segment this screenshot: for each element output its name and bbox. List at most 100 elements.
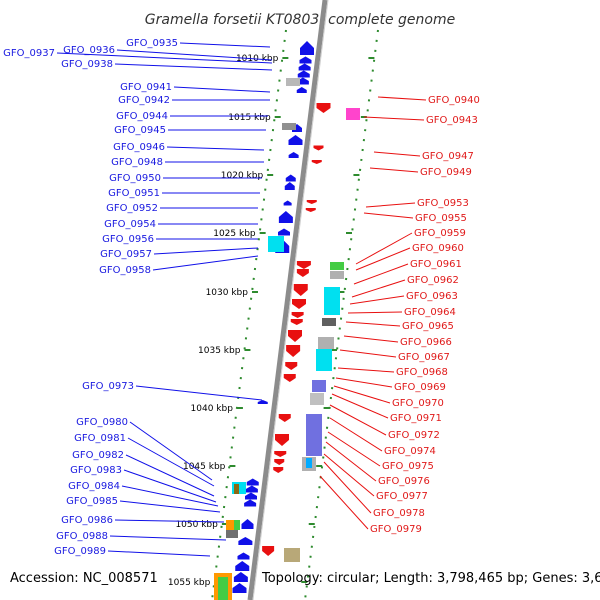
genome-backbone-highlight: [252, 0, 329, 600]
gene-label-right[interactable]: GFO_0963: [406, 291, 458, 302]
label-connector: [343, 335, 399, 343]
gene-feature-box: [286, 78, 300, 86]
gene-label-left[interactable]: GFO_0954: [104, 219, 156, 230]
gene-label-right[interactable]: GFO_0960: [412, 243, 464, 254]
gene-features: [214, 41, 360, 600]
topology-text: Topology: circular; Length: 3,798,465 bp…: [262, 571, 600, 586]
gene-label-right[interactable]: GFO_0959: [414, 228, 466, 239]
label-connector: [114, 63, 273, 71]
gene-label-left[interactable]: GFO_0984: [68, 481, 120, 492]
gene-label-left[interactable]: GFO_0989: [54, 546, 106, 557]
gene-label-left[interactable]: GFO_0946: [113, 142, 165, 153]
gene-label-right[interactable]: GFO_0966: [400, 337, 452, 348]
reverse-gene-arrow: [311, 160, 322, 164]
gene-label-left[interactable]: GFO_0981: [74, 433, 126, 444]
gene-label-left[interactable]: GFO_0957: [100, 249, 152, 260]
gene-label-left[interactable]: GFO_0958: [99, 265, 151, 276]
gene-label-right[interactable]: GFO_0961: [410, 259, 462, 270]
gene-label-right[interactable]: GFO_0967: [398, 352, 450, 363]
gene-label-left[interactable]: GFO_0944: [116, 111, 168, 122]
reverse-gene-arrow: [283, 374, 296, 382]
gene-feature-box: [310, 393, 324, 405]
gene-label-left[interactable]: GFO_0938: [61, 59, 113, 70]
gene-label-left[interactable]: GFO_0986: [61, 515, 113, 526]
label-connector: [153, 247, 259, 255]
label-connector: [116, 49, 273, 61]
gene-label-right[interactable]: GFO_0940: [428, 95, 480, 106]
forward-gene-arrow: [278, 211, 293, 223]
gene-label-left[interactable]: GFO_0988: [56, 531, 108, 542]
reverse-gene-arrow: [316, 103, 331, 113]
gene-feature-box: [226, 530, 238, 538]
gene-label-right[interactable]: GFO_0943: [426, 115, 478, 126]
gene-feature-box: [284, 548, 300, 562]
gene-label-left[interactable]: GFO_0948: [111, 157, 163, 168]
label-connector: [331, 393, 389, 419]
gene-label-left[interactable]: GFO_0982: [72, 450, 124, 461]
reverse-gene-arrow: [291, 312, 304, 318]
gene-label-right[interactable]: GFO_0971: [390, 413, 442, 424]
gene-label-right[interactable]: GFO_0975: [382, 461, 434, 472]
label-connector: [335, 377, 393, 388]
gene-feature-box: [322, 318, 336, 326]
forward-gene-arrow: [238, 537, 253, 545]
gene-label-right[interactable]: GFO_0955: [415, 213, 467, 224]
label-connector: [363, 116, 425, 121]
gene-label-left[interactable]: GFO_0937: [3, 48, 55, 59]
gene-label-right[interactable]: GFO_0969: [394, 382, 446, 393]
label-connector: [56, 52, 273, 64]
gene-label-left[interactable]: GFO_0936: [63, 45, 115, 56]
gene-label-right[interactable]: GFO_0964: [404, 307, 456, 318]
label-connector: [107, 550, 211, 557]
reverse-gene-arrow: [274, 459, 285, 465]
gene-label-left[interactable]: GFO_0973: [82, 381, 134, 392]
gene-label-left[interactable]: GFO_0945: [114, 125, 166, 136]
gene-label-left[interactable]: GFO_0956: [102, 234, 154, 245]
label-connector: [333, 385, 391, 404]
gene-label-right[interactable]: GFO_0968: [396, 367, 448, 378]
gene-feature-box: [234, 484, 239, 494]
label-connector: [129, 421, 213, 481]
gene-label-left[interactable]: GFO_0985: [66, 496, 118, 507]
gene-label-right[interactable]: GFO_0965: [402, 321, 454, 332]
label-connector: [355, 232, 413, 265]
gene-label-left[interactable]: GFO_0942: [118, 95, 170, 106]
gene-feature-box: [346, 108, 360, 120]
gene-label-left[interactable]: GFO_0952: [106, 203, 158, 214]
gene-feature-box: [330, 262, 344, 270]
label-connector: [373, 151, 421, 157]
gene-label-left[interactable]: GFO_0941: [120, 82, 172, 93]
gene-label-left[interactable]: GFO_0951: [108, 188, 160, 199]
label-connector: [349, 295, 405, 305]
label-connector: [329, 404, 387, 436]
gene-label-right[interactable]: GFO_0962: [407, 275, 459, 286]
reverse-gene-arrow: [288, 330, 302, 342]
forward-gene-arrow: [241, 519, 254, 529]
label-connector: [353, 263, 409, 285]
gene-label-right[interactable]: GFO_0972: [388, 430, 440, 441]
forward-gene-arrow: [233, 572, 248, 582]
gene-label-left[interactable]: GFO_0980: [76, 417, 128, 428]
label-connector: [363, 212, 414, 219]
genome-backbone: [247, 0, 328, 600]
forward-gene-arrow: [283, 200, 292, 206]
forward-gene-arrow: [235, 561, 250, 571]
gene-label-right[interactable]: GFO_0949: [420, 167, 472, 178]
gene-label-left[interactable]: GFO_0983: [70, 465, 122, 476]
gene-label-right[interactable]: GFO_0977: [376, 491, 428, 502]
gene-label-left[interactable]: GFO_0950: [109, 173, 161, 184]
label-connector: [339, 349, 397, 358]
gene-label-right[interactable]: GFO_0976: [378, 476, 430, 487]
gene-label-right[interactable]: GFO_0979: [370, 524, 422, 535]
gene-label-right[interactable]: GFO_0978: [373, 508, 425, 519]
gene-label-right[interactable]: GFO_0970: [392, 398, 444, 409]
gene-label-left[interactable]: GFO_0935: [126, 38, 178, 49]
gene-label-right[interactable]: GFO_0953: [417, 198, 469, 209]
gene-label-right[interactable]: GFO_0974: [384, 446, 436, 457]
label-connector: [109, 535, 227, 541]
gene-label-right[interactable]: GFO_0947: [422, 151, 474, 162]
reverse-gene-arrow: [306, 200, 317, 204]
reverse-gene-arrow: [293, 284, 308, 296]
gene-feature-box: [306, 458, 312, 468]
